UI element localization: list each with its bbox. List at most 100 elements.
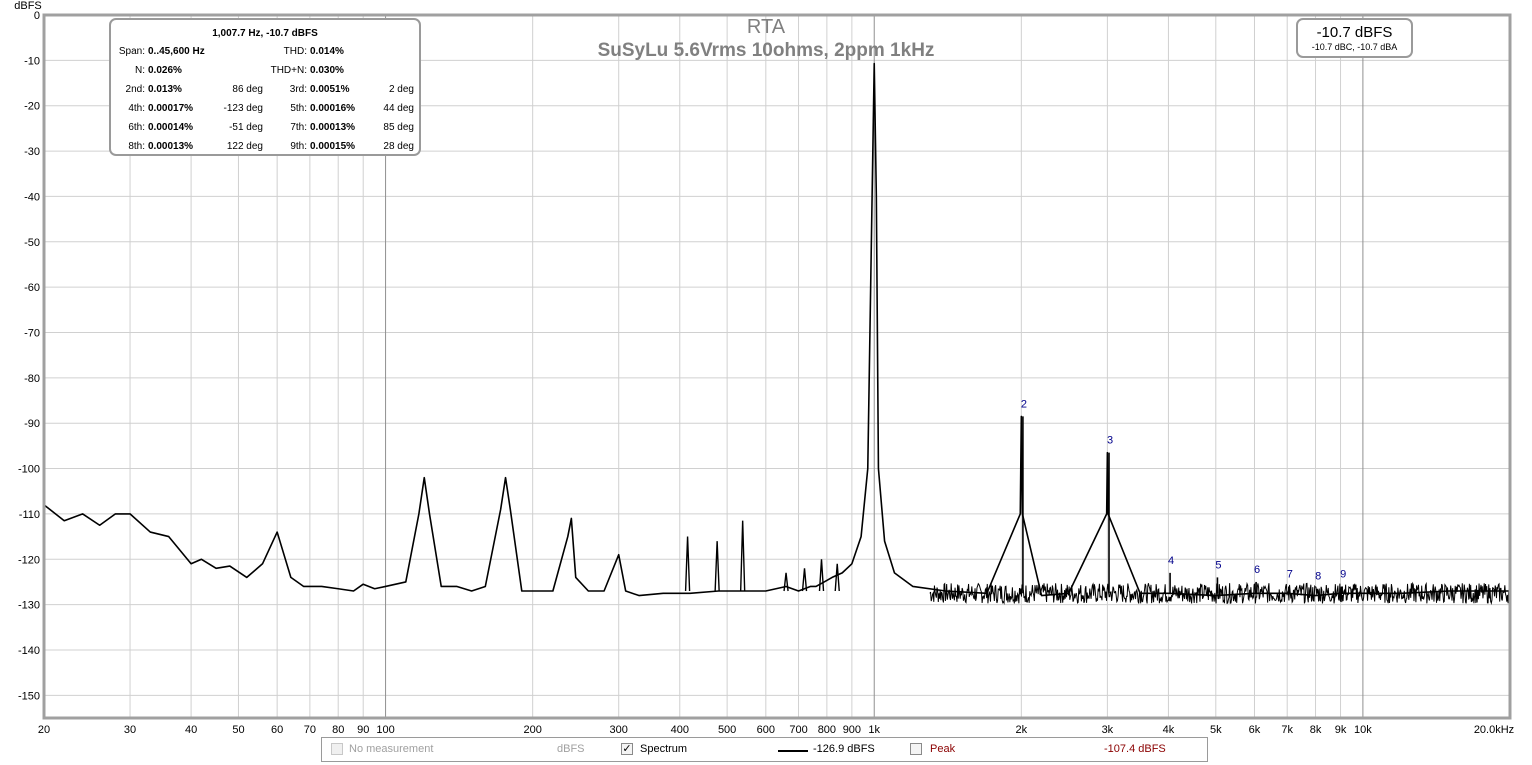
info-cell-v2: 0.00013% [310,122,356,133]
chart-subtitle: SuSyLu 5.6Vrms 10ohms, 2ppm 1kHz [598,40,935,61]
info-cell-v1: 0.013% [148,84,182,95]
y-tick-label: -150 [18,690,40,702]
info-cell-l1: 4th: [128,103,145,114]
x-tick-label: 10k [1354,724,1372,736]
x-tick-label: 50 [232,724,244,736]
x-tick-label: 80 [332,724,344,736]
peak-label: Peak [930,743,956,755]
spur-mark [739,520,746,592]
info-cell-l1: 8th: [128,141,145,152]
x-tick-label: 3k [1102,724,1114,736]
info-cell-p1: -123 deg [223,103,263,114]
peak-checkbox[interactable] [910,743,922,755]
x-tick-label: 90 [357,724,369,736]
info-cell-l1: 2nd: [125,84,145,95]
y-axis-ticks: 0 -10 -20 -30 -40 -50 -60 -70 -80 -90 -100 -110 -120… [18,10,40,702]
info-cell-p2: 85 deg [383,122,414,133]
x-tick-label: 40 [185,724,197,736]
info-cell-v2: 0.0051% [310,84,350,95]
harmonic-label: 2 [1021,398,1027,410]
info-cell-p1: 86 deg [232,84,263,95]
spectrum-checkbox[interactable]: ✓ [621,743,633,755]
info-cell-l2: 5th: [290,103,307,114]
peak-value: -107.4 dBFS [1104,743,1166,755]
info-cell-l2: 9th: [290,141,307,152]
level-main: -10.7 dBFS [1316,24,1393,41]
y-tick-label: -40 [24,191,40,203]
spectrum-label: Spectrum [640,743,688,755]
level-box[interactable]: -10.7 dBFS -10.7 dBC, -10.7 dBA [1296,18,1413,58]
y-tick-label: -50 [24,237,40,249]
info-cell-v1: 0.00013% [148,141,194,152]
info-cell-l2: 3rd: [289,84,307,95]
y-tick-label: -140 [18,645,40,657]
x-tick-label: 20 [38,724,50,736]
x-tick-label: 800 [818,724,836,736]
spectrum-line [43,62,1510,597]
x-tick-label: 500 [718,724,736,736]
info-cell-v1: 0..45,600 Hz [148,46,205,57]
y-tick-label: -120 [18,554,40,566]
spectrum-value: -126.9 dBFS [813,743,875,755]
x-tick-label: 400 [671,724,689,736]
spur-mark [834,563,840,592]
y-tick-label: -70 [24,327,40,339]
info-cell-p2: 2 deg [388,84,414,95]
x-tick-label: 600 [757,724,775,736]
info-cell-v2: 0.014% [310,46,344,57]
spur-mark [684,536,691,592]
spur-mark [783,572,789,592]
y-tick-label: -80 [24,373,40,385]
y-tick-label: -30 [24,146,40,158]
spur-mark [801,568,808,592]
x-tick-label: 900 [843,724,861,736]
y-tick-label: -100 [18,464,40,476]
info-cell-p2: 28 deg [383,141,414,152]
info-cell-v2: 0.030% [310,65,344,76]
x-tick-label: 70 [304,724,316,736]
plot-border [42,13,1512,720]
info-cell-l1: N: [135,65,145,76]
x-tick-label: 60 [271,724,283,736]
y-axis-label: dBFS [14,0,42,12]
x-tick-label: 8k [1310,724,1322,736]
no-measurement-checkbox[interactable] [331,743,343,755]
x-tick-label: 4k [1163,724,1175,736]
rta-chart[interactable]: 0 -10 -20 -30 -40 -50 -60 -70 -80 -90 -100 -110 -120… [0,0,1532,737]
harmonic-label: 8 [1315,571,1321,583]
no-measurement-label: No measurement [349,743,434,755]
noise-floor-line [929,581,1511,605]
x-tick-label: 100 [376,724,394,736]
y-tick-label: -90 [24,418,40,430]
x-tick-label: 6k [1249,724,1261,736]
y-tick-label: -60 [24,282,40,294]
harmonic-label: 9 [1340,568,1346,580]
harmonic-label: 3 [1107,435,1113,447]
y-tick-label: -110 [19,509,40,521]
x-tick-label: 9k [1335,724,1347,736]
x-tick-label: 5k [1210,724,1222,736]
info-cell-v1: 0.00017% [148,103,194,114]
info-cell-v1: 0.00014% [148,122,194,133]
harmonic-label: 4 [1168,555,1174,567]
info-header: 1,007.7 Hz, -10.7 dBFS [212,28,318,39]
spur-mark [714,541,720,592]
info-cell-l1: Span: [118,46,145,57]
info-cell-p2: 44 deg [383,103,414,114]
y-tick-label: -10 [24,55,40,67]
info-cell-l2: THD+N: [270,65,307,76]
x-tick-label: 2k [1016,724,1028,736]
distortion-info-box[interactable]: 1,007.7 Hz, -10.7 dBFS Span: 0..45,600 Hz… [109,18,421,156]
level-sub: -10.7 dBC, -10.7 dBA [1311,42,1398,52]
harmonic-label: 5 [1215,559,1221,571]
y-tick-label: -20 [24,101,40,113]
info-cell-p1: -51 deg [229,122,263,133]
info-cell-v1: 0.026% [148,65,182,76]
chart-title: RTA [747,16,786,38]
info-cell-v2: 0.00015% [310,141,356,152]
y-tick-label: -130 [18,600,40,612]
info-cell-v2: 0.00016% [310,103,356,114]
legend-bar: No measurement dBFS ✓ Spectrum -126.9 dB… [321,737,1208,762]
x-tick-label: 700 [789,724,807,736]
x-tick-label: 1k [868,724,880,736]
